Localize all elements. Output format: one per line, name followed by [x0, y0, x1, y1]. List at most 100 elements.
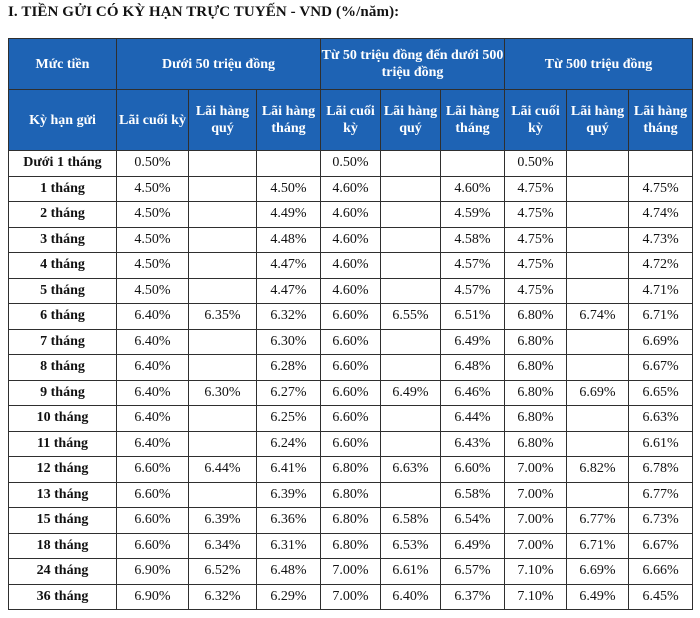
rate-cell: 6.31% — [256, 532, 321, 559]
rate-cell — [439, 150, 506, 177]
header-subcol-hang-thang: Lãi hàng tháng — [439, 89, 506, 151]
table-row: 13 tháng 6.60% 6.39% 6.80% 6.58% 7.00% 6.77% — [8, 481, 694, 508]
rate-cell: 6.80% — [320, 507, 381, 534]
rate-cell: 4.71% — [628, 277, 694, 304]
table-row: 1 tháng 4.50% 4.50% 4.60% 4.60% 4.75% 4.75% — [8, 175, 694, 202]
rate-cell: 6.80% — [320, 481, 381, 508]
table-row: 11 tháng 6.40% 6.24% 6.60% 6.43% 6.80% 6.61% — [8, 430, 694, 457]
term-cell: 8 tháng — [8, 354, 117, 381]
rate-cell: 4.49% — [256, 201, 321, 228]
rate-cell: 6.52% — [188, 558, 257, 585]
rate-cell: 7.00% — [320, 583, 381, 610]
term-cell: 24 tháng — [8, 558, 117, 585]
rate-cell: 6.60% — [116, 481, 189, 508]
rate-cell: 6.77% — [566, 507, 630, 534]
rate-cell: 4.47% — [256, 252, 321, 279]
rate-cell: 6.40% — [116, 303, 189, 330]
term-cell: 9 tháng — [8, 379, 117, 406]
rate-cell: 6.58% — [439, 481, 506, 508]
rate-cell: 6.90% — [116, 558, 189, 585]
rate-cell: 4.59% — [439, 201, 506, 228]
rate-cell — [380, 201, 441, 228]
rate-cell: 6.35% — [188, 303, 257, 330]
rate-cell: 6.61% — [380, 558, 441, 585]
term-cell: 4 tháng — [8, 252, 117, 279]
rate-cell — [380, 481, 441, 508]
rate-cell: 6.77% — [628, 481, 694, 508]
rate-cell: 4.58% — [439, 226, 506, 253]
table-row: 4 tháng 4.50% 4.47% 4.60% 4.57% 4.75% 4.72% — [8, 252, 694, 279]
header-subcol-cuoi-ky: Lãi cuối kỳ — [504, 89, 568, 151]
rate-cell: 4.50% — [116, 277, 189, 304]
rate-cell: 6.63% — [380, 456, 441, 483]
rate-cell: 6.61% — [628, 430, 694, 457]
rate-cell — [566, 405, 630, 432]
rate-cell: 4.50% — [116, 252, 189, 279]
rate-cell — [188, 354, 257, 381]
rate-cell: 4.47% — [256, 277, 321, 304]
rate-cell: 6.40% — [116, 379, 189, 406]
rate-cell — [188, 405, 257, 432]
rate-cell: 4.73% — [628, 226, 694, 253]
rate-cell: 6.43% — [439, 430, 506, 457]
rate-cell — [566, 481, 630, 508]
table-row: Dưới 1 tháng 0.50% 0.50% 0.50% — [8, 150, 694, 177]
rate-cell: 4.75% — [504, 201, 568, 228]
rate-cell: 4.75% — [504, 226, 568, 253]
rate-cell: 6.55% — [380, 303, 441, 330]
table-row: 5 tháng 4.50% 4.47% 4.60% 4.57% 4.75% 4.71% — [8, 277, 694, 304]
rate-cell — [188, 481, 257, 508]
rate-cell: 6.28% — [256, 354, 321, 381]
term-cell: 1 tháng — [8, 175, 117, 202]
rate-cell — [566, 277, 630, 304]
rate-cell: 7.10% — [504, 583, 568, 610]
rate-cell: 4.60% — [320, 226, 381, 253]
rate-cell — [380, 252, 441, 279]
rate-cell — [380, 226, 441, 253]
header-subcol-hang-quy: Lãi hàng quý — [188, 89, 257, 151]
term-cell: 5 tháng — [8, 277, 117, 304]
rate-cell: 6.29% — [256, 583, 321, 610]
header-row-groups: Mức tiền Dưới 50 triệu đồng Từ 50 triệu … — [8, 38, 694, 90]
term-cell: Dưới 1 tháng — [8, 150, 117, 177]
rate-cell — [566, 252, 630, 279]
rate-cell: 4.60% — [439, 175, 506, 202]
rate-cell: 4.50% — [116, 201, 189, 228]
rate-cell: 6.25% — [256, 405, 321, 432]
rate-cell — [566, 430, 630, 457]
rate-cell: 4.75% — [504, 252, 568, 279]
rate-cell: 6.65% — [628, 379, 694, 406]
rate-cell: 6.49% — [439, 532, 506, 559]
rate-cell: 4.57% — [439, 277, 506, 304]
rate-cell: 6.40% — [116, 430, 189, 457]
table-row: 3 tháng 4.50% 4.48% 4.60% 4.58% 4.75% 4.73% — [8, 226, 694, 253]
rate-cell — [188, 226, 257, 253]
rate-cell — [628, 150, 694, 177]
rate-cell: 6.34% — [188, 532, 257, 559]
rate-cell: 0.50% — [116, 150, 189, 177]
table-row: 7 tháng 6.40% 6.30% 6.60% 6.49% 6.80% 6.69% — [8, 328, 694, 355]
rate-cell: 6.69% — [566, 558, 630, 585]
rate-cell: 6.60% — [116, 532, 189, 559]
rate-cell — [380, 405, 441, 432]
rate-cell: 6.37% — [439, 583, 506, 610]
rate-cell: 6.45% — [628, 583, 694, 610]
rate-cell: 4.75% — [504, 277, 568, 304]
rate-cell: 6.71% — [628, 303, 694, 330]
rate-cell: 6.60% — [320, 303, 381, 330]
rate-cell: 6.44% — [188, 456, 257, 483]
rate-cell: 6.30% — [256, 328, 321, 355]
rate-cell: 6.63% — [628, 405, 694, 432]
table-row: 9 tháng 6.40% 6.30% 6.27% 6.60% 6.49% 6.46% 6.8… — [8, 379, 694, 406]
header-group-over-500m: Từ 500 triệu đồng — [504, 38, 694, 90]
interest-rate-table: Mức tiền Dưới 50 triệu đồng Từ 50 triệu … — [8, 38, 694, 610]
rate-cell: 6.30% — [188, 379, 257, 406]
term-cell: 13 tháng — [8, 481, 117, 508]
term-cell: 6 tháng — [8, 303, 117, 330]
rate-cell — [380, 328, 441, 355]
rate-cell: 6.80% — [504, 430, 568, 457]
rate-cell: 6.60% — [439, 456, 506, 483]
rate-cell: 7.00% — [504, 481, 568, 508]
rate-cell — [188, 430, 257, 457]
rate-cell: 6.40% — [116, 405, 189, 432]
